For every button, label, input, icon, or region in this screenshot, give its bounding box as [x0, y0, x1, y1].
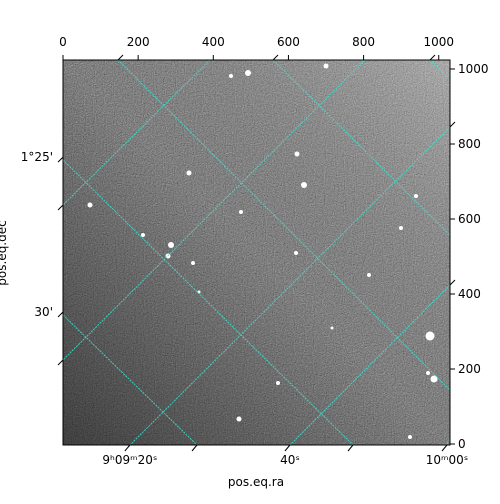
right-tick-label: 800	[458, 137, 481, 151]
right-tick-label: 200	[458, 362, 481, 376]
right-tick-label: 1000	[458, 62, 489, 76]
dec-tick-label: 30'	[34, 305, 53, 319]
ra-tick-label: 10ᵐ00ˢ	[426, 453, 469, 467]
dec-tick	[57, 156, 64, 163]
ra-tick	[124, 444, 131, 452]
right-tick-label: 400	[458, 287, 481, 301]
minor-world-ticks	[57, 54, 456, 452]
stars	[87, 63, 438, 439]
top-tick-label: 600	[277, 35, 300, 49]
plot-frame	[62, 59, 451, 446]
dec-tick-label: 1°25'	[21, 150, 53, 164]
ra-tick-label: 40ˢ	[280, 453, 300, 467]
ra-tick-label: 9ʰ09ᵐ20ˢ	[102, 453, 157, 467]
top-tick-label: 0	[59, 35, 67, 49]
ra-tick	[284, 444, 291, 452]
top-tick-label: 800	[352, 35, 375, 49]
dec-tick	[57, 311, 64, 318]
coordinate-grid	[63, 60, 450, 445]
right-tick-label: 0	[458, 437, 466, 451]
top-tick-label: 400	[202, 35, 225, 49]
image	[63, 60, 450, 445]
x-axis-label: pos.eq.ra	[228, 475, 284, 489]
ra-tick	[441, 444, 448, 452]
top-tick-label: 1000	[423, 35, 454, 49]
right-tick-label: 600	[458, 212, 481, 226]
y-axis-label: pos.eq.dec	[0, 220, 9, 285]
top-tick-label: 200	[127, 35, 150, 49]
